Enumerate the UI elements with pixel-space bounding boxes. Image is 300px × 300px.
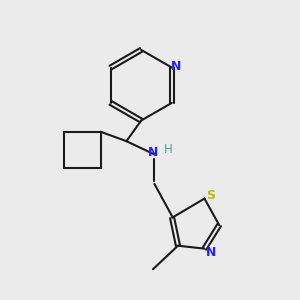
Text: H: H — [164, 142, 173, 156]
Text: N: N — [171, 60, 181, 73]
Text: N: N — [148, 146, 158, 159]
Text: N: N — [206, 246, 216, 259]
Text: S: S — [206, 189, 215, 202]
